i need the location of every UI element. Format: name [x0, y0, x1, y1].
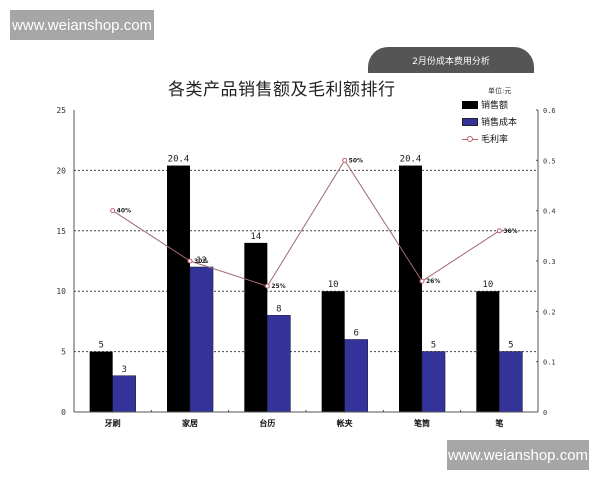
y2-tick-label: 0.6 — [543, 107, 556, 115]
unit-label: 单位:元 — [488, 87, 512, 95]
bar-value-label: 20.4 — [168, 155, 190, 165]
category-label: 笔筒 — [414, 418, 430, 428]
legend-swatch-cost — [462, 117, 478, 126]
bar-sales — [476, 291, 500, 412]
bar-value-label: 12 — [196, 256, 207, 266]
legend-swatch-sales — [462, 100, 478, 109]
bar-sales — [399, 165, 422, 412]
y2-tick-label: 0.5 — [543, 157, 556, 165]
bar-value-label: 14 — [250, 232, 261, 242]
bar-cost — [267, 315, 291, 413]
bar-cost — [344, 339, 368, 413]
legend-label: 销售成本 — [481, 118, 518, 128]
bar-value-label: 8 — [276, 304, 281, 314]
bar-value-label: 10 — [328, 280, 339, 290]
bar-value-label: 20.4 — [400, 155, 422, 165]
y2-tick-label: 0.2 — [543, 308, 556, 316]
y2-tick-label: 0.4 — [543, 208, 556, 216]
bar-value-label: 10 — [482, 280, 493, 290]
y-tick-label: 0 — [61, 408, 66, 417]
margin-value-label: 36% — [503, 228, 517, 235]
bar-value-label: 5 — [508, 341, 513, 351]
margin-marker — [419, 278, 425, 284]
legend-item-sales: 销售额 — [462, 96, 517, 113]
category-label: 台历 — [259, 418, 275, 428]
report-header-tab: 2月份成本费用分析 — [368, 47, 534, 73]
legend-line-marker-icon — [462, 135, 478, 143]
bar-sales — [244, 242, 268, 412]
margin-value-label: 25% — [271, 283, 285, 290]
legend-item-margin: 毛利率 — [462, 130, 517, 147]
category-label: 帐夹 — [337, 418, 353, 428]
margin-marker — [264, 283, 270, 289]
bar-value-label: 6 — [353, 329, 358, 339]
legend-item-cost: 销售成本 — [462, 113, 517, 130]
category-label: 笔 — [495, 418, 503, 428]
legend-label: 销售额 — [481, 101, 509, 111]
margin-value-label: 30% — [194, 258, 208, 265]
bar-value-label: 5 — [431, 341, 436, 351]
bar-sales — [321, 291, 345, 412]
bar-cost — [421, 351, 446, 413]
bar-value-label: 5 — [98, 341, 103, 351]
margin-value-label: 26% — [426, 278, 440, 285]
bar-cost — [499, 351, 523, 413]
legend-label: 毛利率 — [481, 135, 509, 145]
watermark-bottom: www.weianshop.com — [447, 440, 589, 470]
y2-tick-label: 0 — [543, 409, 547, 417]
bar-value-label: 3 — [121, 365, 126, 375]
margin-marker — [110, 208, 116, 214]
chart-legend: 销售额 销售成本 毛利率 — [462, 96, 517, 147]
y-tick-label: 10 — [56, 287, 66, 296]
y2-tick-label: 0.1 — [543, 359, 556, 367]
bar-cost — [189, 266, 214, 413]
watermark-top: www.weianshop.com — [10, 10, 154, 40]
chart-title: 各类产品销售额及毛利额排行 — [168, 80, 396, 100]
y-tick-label: 5 — [61, 348, 66, 357]
category-label: 家居 — [182, 418, 198, 428]
category-label: 牙刷 — [105, 418, 121, 428]
y-tick-label: 15 — [56, 227, 66, 236]
margin-value-label: 50% — [349, 157, 363, 164]
bar-sales — [167, 165, 190, 412]
y-tick-label: 20 — [56, 166, 66, 175]
y2-tick-label: 0.3 — [543, 258, 556, 266]
bar-cost — [112, 375, 136, 413]
margin-line — [112, 159, 500, 287]
bar-sales — [89, 351, 113, 412]
margin-marker — [496, 228, 502, 234]
y-tick-label: 25 — [56, 106, 66, 115]
margin-marker — [342, 157, 348, 163]
margin-marker — [187, 258, 193, 264]
margin-value-label: 40% — [117, 208, 131, 215]
